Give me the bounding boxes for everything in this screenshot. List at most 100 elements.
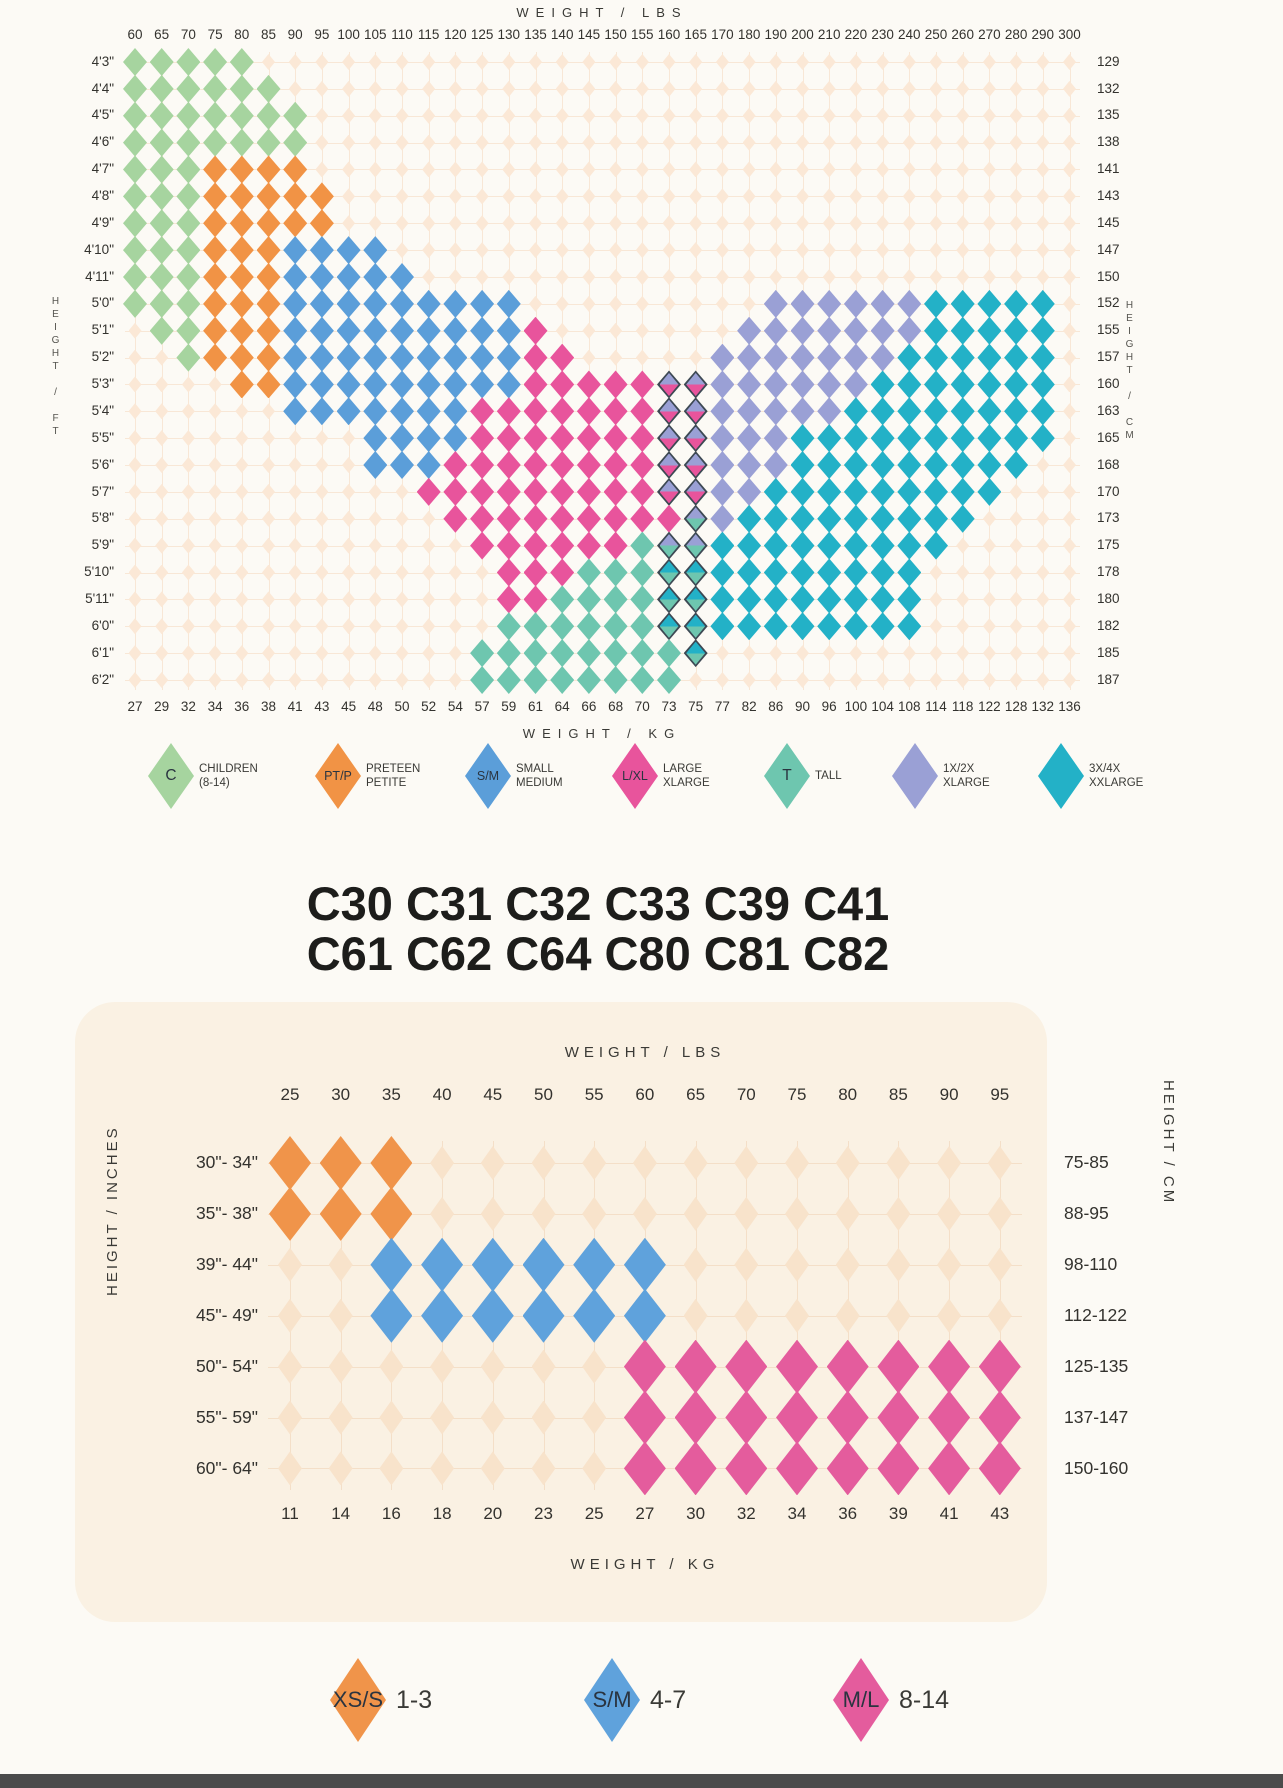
grid-cell-empty xyxy=(929,591,943,608)
grid-cell-empty xyxy=(342,134,356,151)
size-cell-T xyxy=(576,639,601,668)
grid-cell-empty xyxy=(368,483,382,500)
weight-lbs-tick: 80 xyxy=(234,27,250,42)
weight-lbs-tick: 65 xyxy=(686,1085,706,1104)
grid-cell-empty xyxy=(368,510,382,527)
grid-cell-empty xyxy=(422,54,436,70)
grid-cell-empty xyxy=(929,161,943,178)
weight-kg-tick: 64 xyxy=(554,699,570,714)
grid-cell-empty xyxy=(982,268,996,285)
product-codes-line-2: C61 C62 C64 C80 C81 C82 xyxy=(306,927,890,980)
size-cell-L xyxy=(443,477,468,506)
size-cell-S xyxy=(309,289,334,318)
size-cell-C xyxy=(283,128,308,157)
weight-kg-tick: 36 xyxy=(234,699,250,714)
height-tick-right: 137-147 xyxy=(1064,1406,1129,1427)
height-tick-left: 6'1" xyxy=(91,644,114,660)
size-cell-S xyxy=(363,424,388,453)
grid-cell-empty xyxy=(635,80,649,97)
weight-kg-tick: 27 xyxy=(635,1504,655,1523)
weight-lbs-tick: 200 xyxy=(791,27,814,42)
grid-line-v xyxy=(241,52,243,690)
grid-cell-empty xyxy=(956,242,970,259)
grid-cell-empty xyxy=(769,242,783,259)
grid-cell-empty xyxy=(155,537,169,554)
grid-cell-empty xyxy=(1036,54,1050,70)
grid-cell-empty xyxy=(448,134,462,151)
size-cell-Z xyxy=(897,612,922,641)
size-cell-c-split xyxy=(657,585,681,614)
kids-legend-range: 4-7 xyxy=(650,1686,687,1714)
size-cell-S xyxy=(363,451,388,480)
grid-cell-empty xyxy=(288,483,302,500)
grid-cell-empty xyxy=(929,564,943,581)
grid-cell-empty xyxy=(529,80,542,97)
height-tick-left: 60"- 64" xyxy=(195,1457,258,1478)
size-cell-C xyxy=(176,262,201,291)
grid-cell-empty xyxy=(128,457,142,474)
size-cell-X xyxy=(790,289,815,318)
height-tick-left: 4'5" xyxy=(91,107,114,123)
weight-lbs-tick: 210 xyxy=(817,27,841,42)
grid-cell-empty xyxy=(555,215,569,232)
grid-cell-empty xyxy=(128,537,142,554)
size-cell-C xyxy=(176,182,201,211)
grid-cell-empty xyxy=(395,672,409,688)
grid-line-v xyxy=(802,52,804,690)
grid-cell-empty xyxy=(315,54,329,70)
grid-cell-empty xyxy=(956,268,970,285)
size-cell-L xyxy=(630,370,655,399)
grid-cell-empty xyxy=(368,54,382,70)
size-cell-Z xyxy=(977,477,1002,506)
grid-cell-empty xyxy=(769,645,783,662)
grid-cell-empty xyxy=(689,349,703,366)
size-cell-S xyxy=(336,289,361,318)
grid-cell-empty xyxy=(742,672,756,688)
size-cell-L xyxy=(470,397,495,426)
grid-cell-empty xyxy=(982,188,996,205)
grid-cell-empty xyxy=(475,591,489,608)
legend-label-line: CHILDREN xyxy=(199,763,258,775)
grid-cell-empty xyxy=(315,134,329,151)
grid-cell-empty xyxy=(208,591,222,608)
size-cell-C xyxy=(123,236,147,265)
grid-cell-empty xyxy=(769,54,783,70)
grid-cell-empty xyxy=(342,54,356,70)
grid-cell-empty xyxy=(876,161,890,178)
grid-line-v xyxy=(722,52,724,690)
size-cell-L xyxy=(630,397,655,426)
weight-lbs-tick: 250 xyxy=(924,27,948,42)
size-cell-L xyxy=(523,585,548,614)
size-cell-Z xyxy=(950,424,975,453)
grid-cell-empty xyxy=(262,618,275,635)
grid-cell-empty xyxy=(555,295,569,312)
size-cell-P xyxy=(203,209,228,238)
grid-cell-empty xyxy=(1036,107,1050,124)
height-tick-right: 98-110 xyxy=(1064,1253,1118,1274)
grid-cell-empty xyxy=(235,510,249,527)
grid-cell-empty xyxy=(982,134,996,151)
grid-cell-empty xyxy=(1036,672,1050,688)
grid-cell-empty xyxy=(982,564,996,581)
grid-cell-empty xyxy=(422,107,436,124)
size-cell-C xyxy=(176,48,201,76)
weight-lbs-tick: 45 xyxy=(483,1085,503,1104)
grid-cell-empty xyxy=(956,80,970,97)
grid-line-v xyxy=(295,52,297,690)
size-cell-L xyxy=(470,477,495,506)
grid-cell-empty xyxy=(475,161,489,178)
size-cell-S xyxy=(390,370,414,399)
size-cell-S xyxy=(336,343,361,372)
size-cell-C xyxy=(176,209,201,238)
size-cell-Z xyxy=(924,343,948,372)
grid-cell-empty xyxy=(796,54,809,70)
size-cell-Z xyxy=(737,612,762,641)
grid-cell-empty xyxy=(876,215,890,232)
weight-kg-tick: 54 xyxy=(447,699,463,714)
weight-lbs-tick: 130 xyxy=(497,27,521,42)
size-cell-T xyxy=(630,612,655,641)
size-cell-C xyxy=(256,74,281,103)
size-cell-c-split xyxy=(657,612,681,641)
grid-cell-empty xyxy=(288,80,302,97)
height-tick-right: 152 xyxy=(1097,295,1120,311)
